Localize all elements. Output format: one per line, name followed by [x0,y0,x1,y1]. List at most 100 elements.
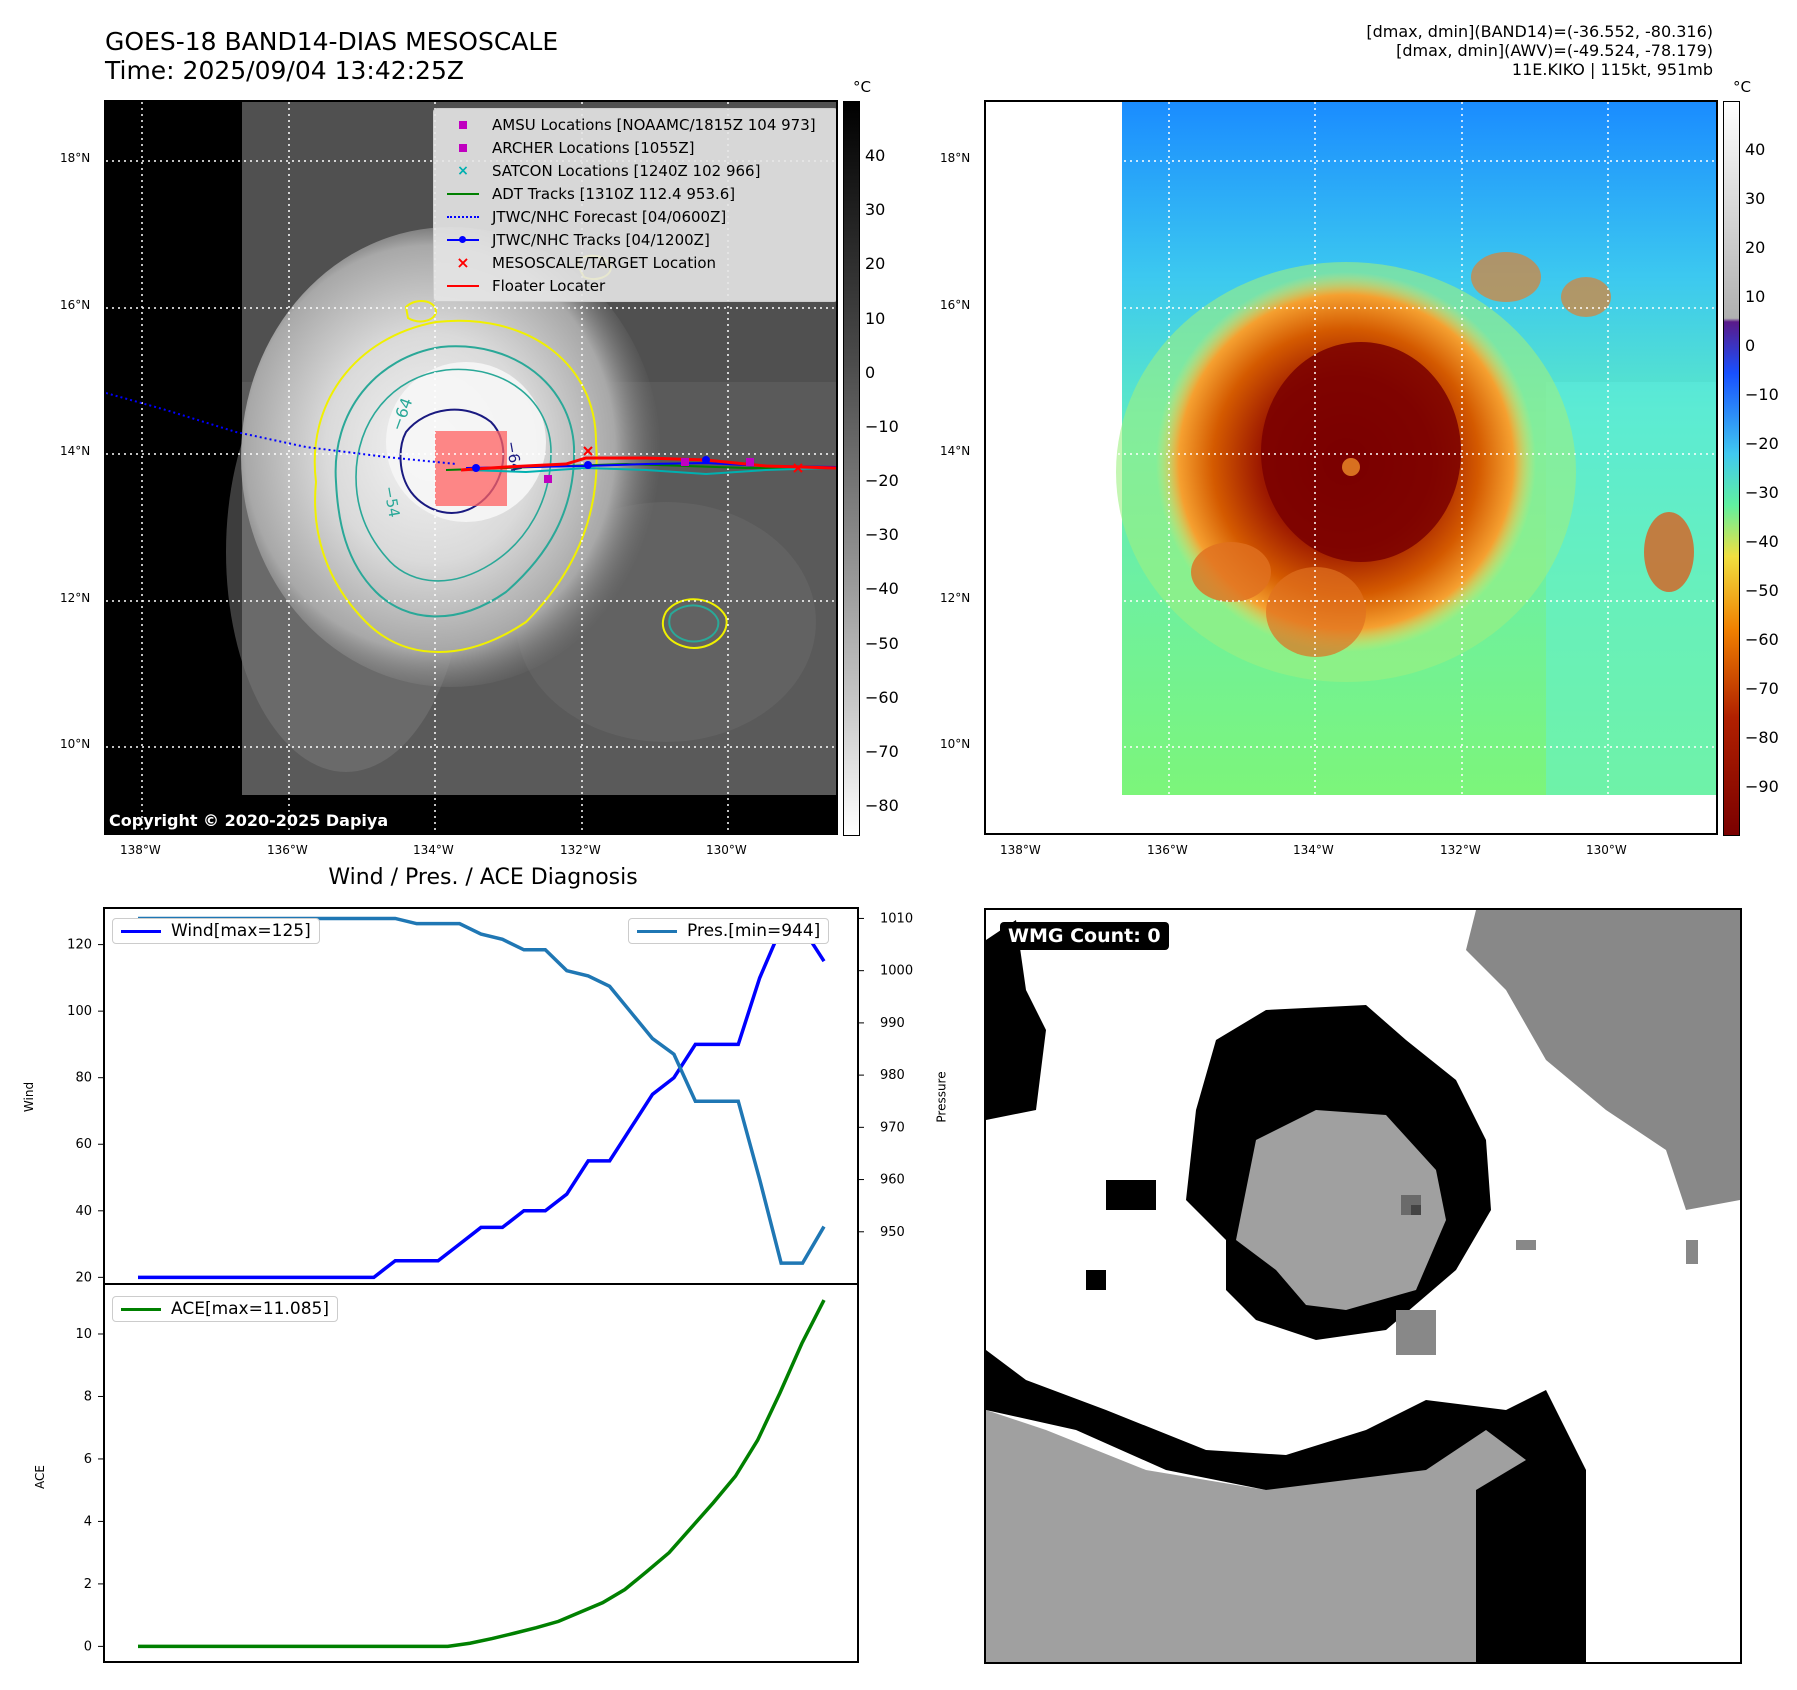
ace-ytick-label: 8 [84,1389,92,1404]
lon-tick: 136°W [267,843,308,857]
lat-tick: 16°N [940,298,971,312]
lon-tick: 132°W [560,843,601,857]
colorbar-tick: 30 [865,200,886,219]
ir-colorbar-unit: °C [853,78,871,96]
colorbar-tick: −10 [1745,385,1779,404]
archer-markers [544,458,754,483]
ir-title-line2: Time: 2025/09/04 13:42:25Z [105,56,464,85]
colorbar-tick: −60 [1745,630,1779,649]
colorbar-tick: −80 [865,796,899,815]
wind-ytick-label: 40 [75,1204,92,1219]
lat-tick: 14°N [940,444,971,458]
colorbar-tick: 0 [865,363,876,382]
lon-tick: 130°W [1586,843,1627,857]
diagnosis-title: Wind / Pres. / ACE Diagnosis [328,865,638,890]
colorbar-tick: −40 [1745,532,1779,551]
wind-series-line [138,926,826,1280]
awv-map-panel [984,100,1718,835]
lat-tick: 18°N [940,151,971,165]
ir-lon-ticks: 138°W 136°W 134°W 132°W 130°W [104,843,838,863]
wind-ytick-label: 120 [67,938,92,953]
colorbar-tick: −70 [1745,679,1779,698]
lat-tick: 16°N [60,298,91,312]
colorbar-tick: 20 [865,254,886,273]
awv-stats: [dmax, dmin](BAND14)=(-36.552, -80.316) … [1190,22,1713,79]
satcon-track [465,466,827,476]
wind-ytick-label: 100 [67,1004,92,1019]
colorbar-tick: −50 [865,634,899,653]
lat-tick: 12°N [940,591,971,605]
legend-row-target: × MESOSCALE/TARGET Location [442,251,829,274]
legend-pressure: Pres.[min=944] [628,918,830,944]
lat-tick: 14°N [60,444,91,458]
ir-map-panel: −64 −64 −54 [104,100,838,835]
line-icon [637,929,677,933]
ace-ytick-label: 10 [75,1327,92,1342]
dot-line-icon [447,235,479,243]
legend-row-tracks: JTWC/NHC Tracks [04/1200Z] [442,228,829,251]
pressure-ytick-label: 980 [880,1068,905,1083]
colorbar-tick: 40 [1745,140,1766,159]
colorbar-tick: −80 [1745,728,1779,747]
lon-tick: 138°W [1000,843,1041,857]
legend-wind: Wind[max=125] [112,918,320,944]
floater-track [460,456,836,472]
colorbar-tick: −20 [865,471,899,490]
colorbar-tick: −30 [1745,483,1779,502]
legend-row-forecast: JTWC/NHC Forecast [04/0600Z] [442,205,829,228]
wmg-panel: WMG Count: 0 [984,908,1742,1664]
awv-colorbar [1723,101,1740,836]
forecast-track [106,392,457,465]
awv-gridlines [986,102,1716,833]
x-icon: × [456,253,470,272]
jtwc-points [472,456,710,472]
colorbar-tick: −10 [865,417,899,436]
awv-colorbar-unit: °C [1733,78,1751,96]
pressure-ytick-label: 1000 [880,964,913,979]
target-markers [583,446,803,473]
awv-stats-line1: [dmax, dmin](BAND14)=(-36.552, -80.316) [1366,22,1713,41]
pressure-series-line [138,916,826,1265]
colorbar-tick: 10 [1745,287,1766,306]
colorbar-tick: −30 [865,525,899,544]
ace-ytick-label: 6 [84,1452,92,1467]
pressure-ytick-label: 970 [880,1120,905,1135]
awv-map-svg [986,102,1716,833]
lat-tick: 18°N [60,151,91,165]
wmg-count-label: WMG Count: 0 [1000,922,1169,950]
lon-tick: 130°W [706,843,747,857]
awv-lat-ticks: 18°N 16°N 14°N 12°N 10°N [940,100,980,835]
pressure-ytick-label: 990 [880,1016,905,1031]
colorbar-tick: −70 [865,742,899,761]
copyright-label: Copyright © 2020-2025 Dapiya [109,811,389,830]
ir-legend: AMSU Locations [NOAAMC/1815Z 104 973] AR… [433,108,836,302]
legend-row-archer: ARCHER Locations [1055Z] [442,136,829,159]
legend-row-amsu: AMSU Locations [NOAAMC/1815Z 104 973] [442,113,829,136]
square-icon [459,143,467,152]
square-icon [459,120,467,129]
wind-ytick-label: 20 [75,1270,92,1285]
lon-tick: 134°W [1293,843,1334,857]
pressure-ytick-label: 1010 [880,911,913,926]
line-icon [121,929,161,933]
colorbar-tick: 0 [1745,336,1756,355]
wmg-map-svg [986,910,1740,1662]
lon-tick: 134°W [413,843,454,857]
pressure-ytick-label: 950 [880,1225,905,1240]
awv-lon-ticks: 138°W 136°W 134°W 132°W 130°W [984,843,1718,863]
legend-row-satcon: × SATCON Locations [1240Z 102 966] [442,159,829,182]
line-icon [447,192,479,195]
ir-contours [313,254,728,653]
ace-ytick-label: 4 [84,1514,92,1529]
colorbar-tick: 30 [1745,189,1766,208]
pressure-ytick-label: 960 [880,1173,905,1188]
awv-stats-line3: 11E.KIKO | 115kt, 951mb [1511,60,1713,79]
lon-tick: 136°W [1147,843,1188,857]
colorbar-tick: −60 [865,688,899,707]
legend-row-floater: Floater Locater [442,274,829,297]
lat-tick: 10°N [940,737,971,751]
legend-row-adt: ADT Tracks [1310Z 112.4 953.6] [442,182,829,205]
awv-colorbar-ticks: 40 30 20 10 0 −10 −20 −30 −40 −50 −60 −7… [1745,100,1795,835]
legend-ace: ACE[max=11.085] [112,1296,338,1322]
x-icon: × [457,162,469,179]
